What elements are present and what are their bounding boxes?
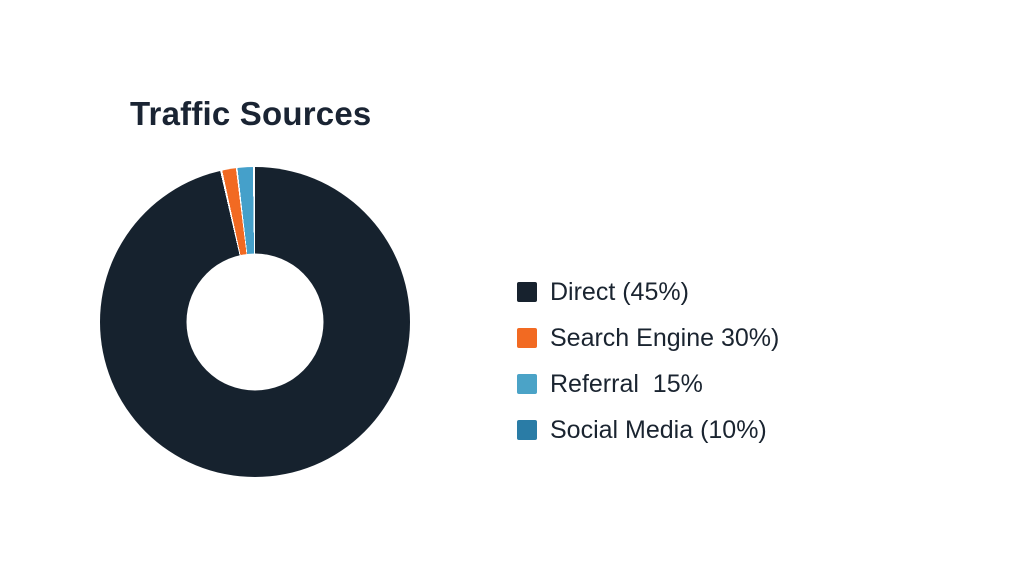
legend-label-direct: Direct (45%)	[550, 277, 689, 306]
legend: Direct (45%) Search Engine 30%) Referral…	[517, 277, 779, 445]
legend-item-social-media: Social Media (10%)	[517, 415, 779, 445]
legend-label-referral: Referral 15%	[550, 369, 703, 398]
legend-item-search-engine: Search Engine 30%)	[517, 323, 779, 353]
legend-item-direct: Direct (45%)	[517, 277, 779, 307]
legend-label-social-media: Social Media (10%)	[550, 415, 767, 444]
chart-title: Traffic Sources	[130, 95, 372, 132]
legend-swatch-direct	[517, 282, 537, 302]
legend-item-referral: Referral 15%	[517, 369, 779, 399]
legend-swatch-social-media	[517, 420, 537, 440]
legend-label-search-engine: Search Engine 30%)	[550, 323, 780, 352]
legend-swatch-referral	[517, 374, 537, 394]
donut-hole	[186, 253, 324, 391]
donut-chart	[100, 167, 410, 477]
legend-swatch-search-engine	[517, 328, 537, 348]
